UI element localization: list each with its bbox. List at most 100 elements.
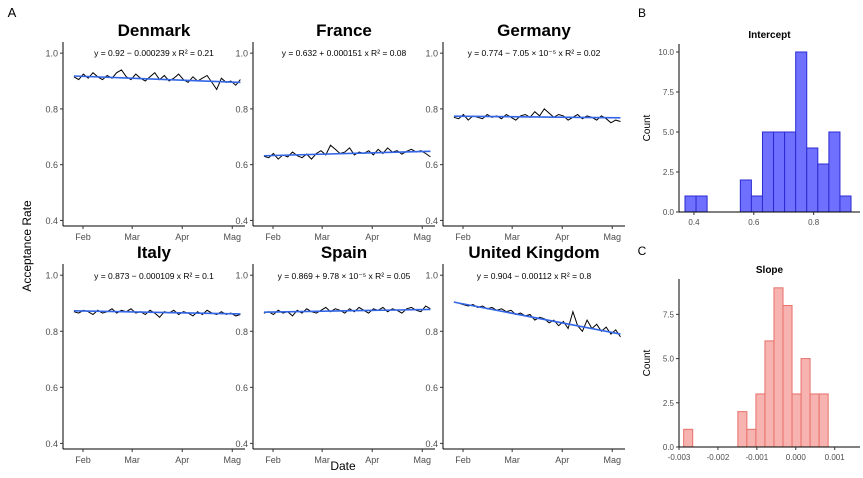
- y-tick-label: 0.4: [45, 439, 58, 449]
- histogram-bar: [684, 195, 697, 213]
- x-tick-label: Apr: [555, 455, 569, 465]
- y-tick-label: 0.0: [663, 208, 675, 217]
- facet-france: [250, 42, 435, 229]
- x-tick-label: -0.002: [707, 453, 730, 462]
- x-tick-label: Feb: [455, 232, 471, 242]
- y-tick-label: 1.0: [45, 271, 58, 281]
- facet-title: Spain: [321, 243, 367, 262]
- facet-equation: y = 0.869 + 9.78 × 10⁻⁵ x R² = 0.05: [278, 271, 411, 281]
- y-tick-label: 0.4: [235, 439, 248, 449]
- histogram-bar: [828, 131, 841, 213]
- y-tick-label: 1.0: [425, 271, 438, 281]
- x-tick-label: Mag: [224, 455, 242, 465]
- histogram-bar: [755, 393, 766, 448]
- y-axis-label: Acceptance Rate: [20, 200, 34, 292]
- histogram-bar: [800, 358, 811, 448]
- histogram-bar: [782, 305, 793, 448]
- histogram-slope: [676, 279, 860, 450]
- fit-line: [73, 310, 241, 315]
- y-tick-label: 0.8: [45, 104, 58, 114]
- panel-letter-c: C: [638, 244, 647, 258]
- x-tick-label: Apr: [175, 455, 189, 465]
- x-tick-label: Feb: [265, 455, 281, 465]
- x-tick-label: Mar: [314, 455, 330, 465]
- histogram-bar: [773, 287, 784, 448]
- x-tick-label: Feb: [75, 455, 91, 465]
- y-tick-label: 5.0: [663, 128, 675, 137]
- y-axis-label: Count: [642, 114, 653, 141]
- y-tick-label: 0.8: [425, 327, 438, 337]
- x-tick-label: Apr: [175, 232, 189, 242]
- y-tick-label: 0.8: [235, 104, 248, 114]
- histogram-bar: [746, 428, 757, 448]
- facet-equation: y = 0.632 + 0.000151 x R² = 0.08: [282, 48, 407, 58]
- histogram-bar: [817, 163, 830, 213]
- x-tick-label: 0.001: [825, 453, 846, 462]
- histogram-bar: [683, 428, 694, 448]
- y-tick-label: 0.6: [425, 383, 438, 393]
- y-tick-label: 0.8: [235, 327, 248, 337]
- x-tick-label: Feb: [455, 455, 471, 465]
- facet-equation: y = 0.873 − 0.000109 x R² = 0.1: [94, 271, 214, 281]
- x-tick-label: Mag: [224, 232, 242, 242]
- x-tick-label: 0.4: [688, 218, 700, 227]
- y-tick-label: 0.6: [45, 383, 58, 393]
- facet-equation: y = 0.774 − 7.05 × 10⁻⁵ x R² = 0.02: [468, 48, 601, 58]
- y-tick-label: 0.4: [425, 216, 438, 226]
- facet-title: France: [316, 21, 372, 40]
- y-tick-label: 10.0: [658, 48, 674, 57]
- histogram-bar: [761, 131, 775, 213]
- histogram-title: Slope: [756, 265, 784, 276]
- facet-title: Germany: [497, 21, 571, 40]
- y-tick-label: 0.4: [45, 216, 58, 226]
- x-axis-label: Date: [330, 459, 356, 473]
- x-tick-label: -0.001: [746, 453, 769, 462]
- x-tick-label: Mag: [604, 455, 622, 465]
- y-tick-label: 0.6: [235, 160, 248, 170]
- x-tick-label: Feb: [265, 232, 281, 242]
- series-line: [73, 69, 241, 91]
- y-tick-label: 0.8: [45, 327, 58, 337]
- x-tick-label: Mar: [504, 455, 520, 465]
- histogram-bar: [764, 340, 775, 448]
- y-tick-label: 1.0: [425, 49, 438, 59]
- histogram-bar: [784, 131, 797, 213]
- fit-line: [263, 150, 431, 157]
- x-tick-label: Mag: [414, 232, 432, 242]
- facet-title: Denmark: [118, 21, 191, 40]
- histogram-intercept: [676, 44, 860, 215]
- x-tick-label: Mag: [604, 232, 622, 242]
- histogram-bar: [750, 195, 763, 213]
- panel-letter-a: A: [8, 5, 17, 20]
- fit-line: [73, 75, 241, 84]
- y-tick-label: 0.4: [425, 439, 438, 449]
- facet-germany: [440, 42, 625, 229]
- histogram-title: Intercept: [748, 30, 791, 41]
- series-line: [263, 144, 431, 160]
- facet-equation: y = 0.92 − 0.000239 x R² = 0.21: [94, 48, 214, 58]
- y-tick-label: 0.6: [45, 160, 58, 170]
- histogram-bar: [695, 195, 708, 213]
- x-tick-label: Mar: [124, 455, 140, 465]
- histogram-bar: [806, 147, 819, 213]
- x-tick-label: Mar: [504, 232, 520, 242]
- histogram-bar: [818, 393, 829, 448]
- y-tick-label: 2.5: [663, 399, 675, 408]
- y-tick-label: 0.4: [235, 216, 248, 226]
- x-tick-label: Mar: [314, 232, 330, 242]
- facet-title: Italy: [137, 243, 172, 262]
- x-tick-label: Feb: [75, 232, 91, 242]
- y-tick-label: 0.8: [425, 104, 438, 114]
- histogram-bar: [791, 393, 802, 448]
- x-tick-label: 0.6: [748, 218, 760, 227]
- facet-spain: [250, 264, 435, 452]
- histogram-bar: [739, 179, 752, 213]
- y-tick-label: 0.0: [663, 443, 675, 452]
- fit-line: [263, 308, 431, 314]
- y-tick-label: 0.6: [425, 160, 438, 170]
- y-tick-label: 5.0: [663, 355, 675, 364]
- x-tick-label: Mar: [124, 232, 140, 242]
- x-tick-label: 0.8: [808, 218, 820, 227]
- y-tick-label: 7.5: [663, 310, 675, 319]
